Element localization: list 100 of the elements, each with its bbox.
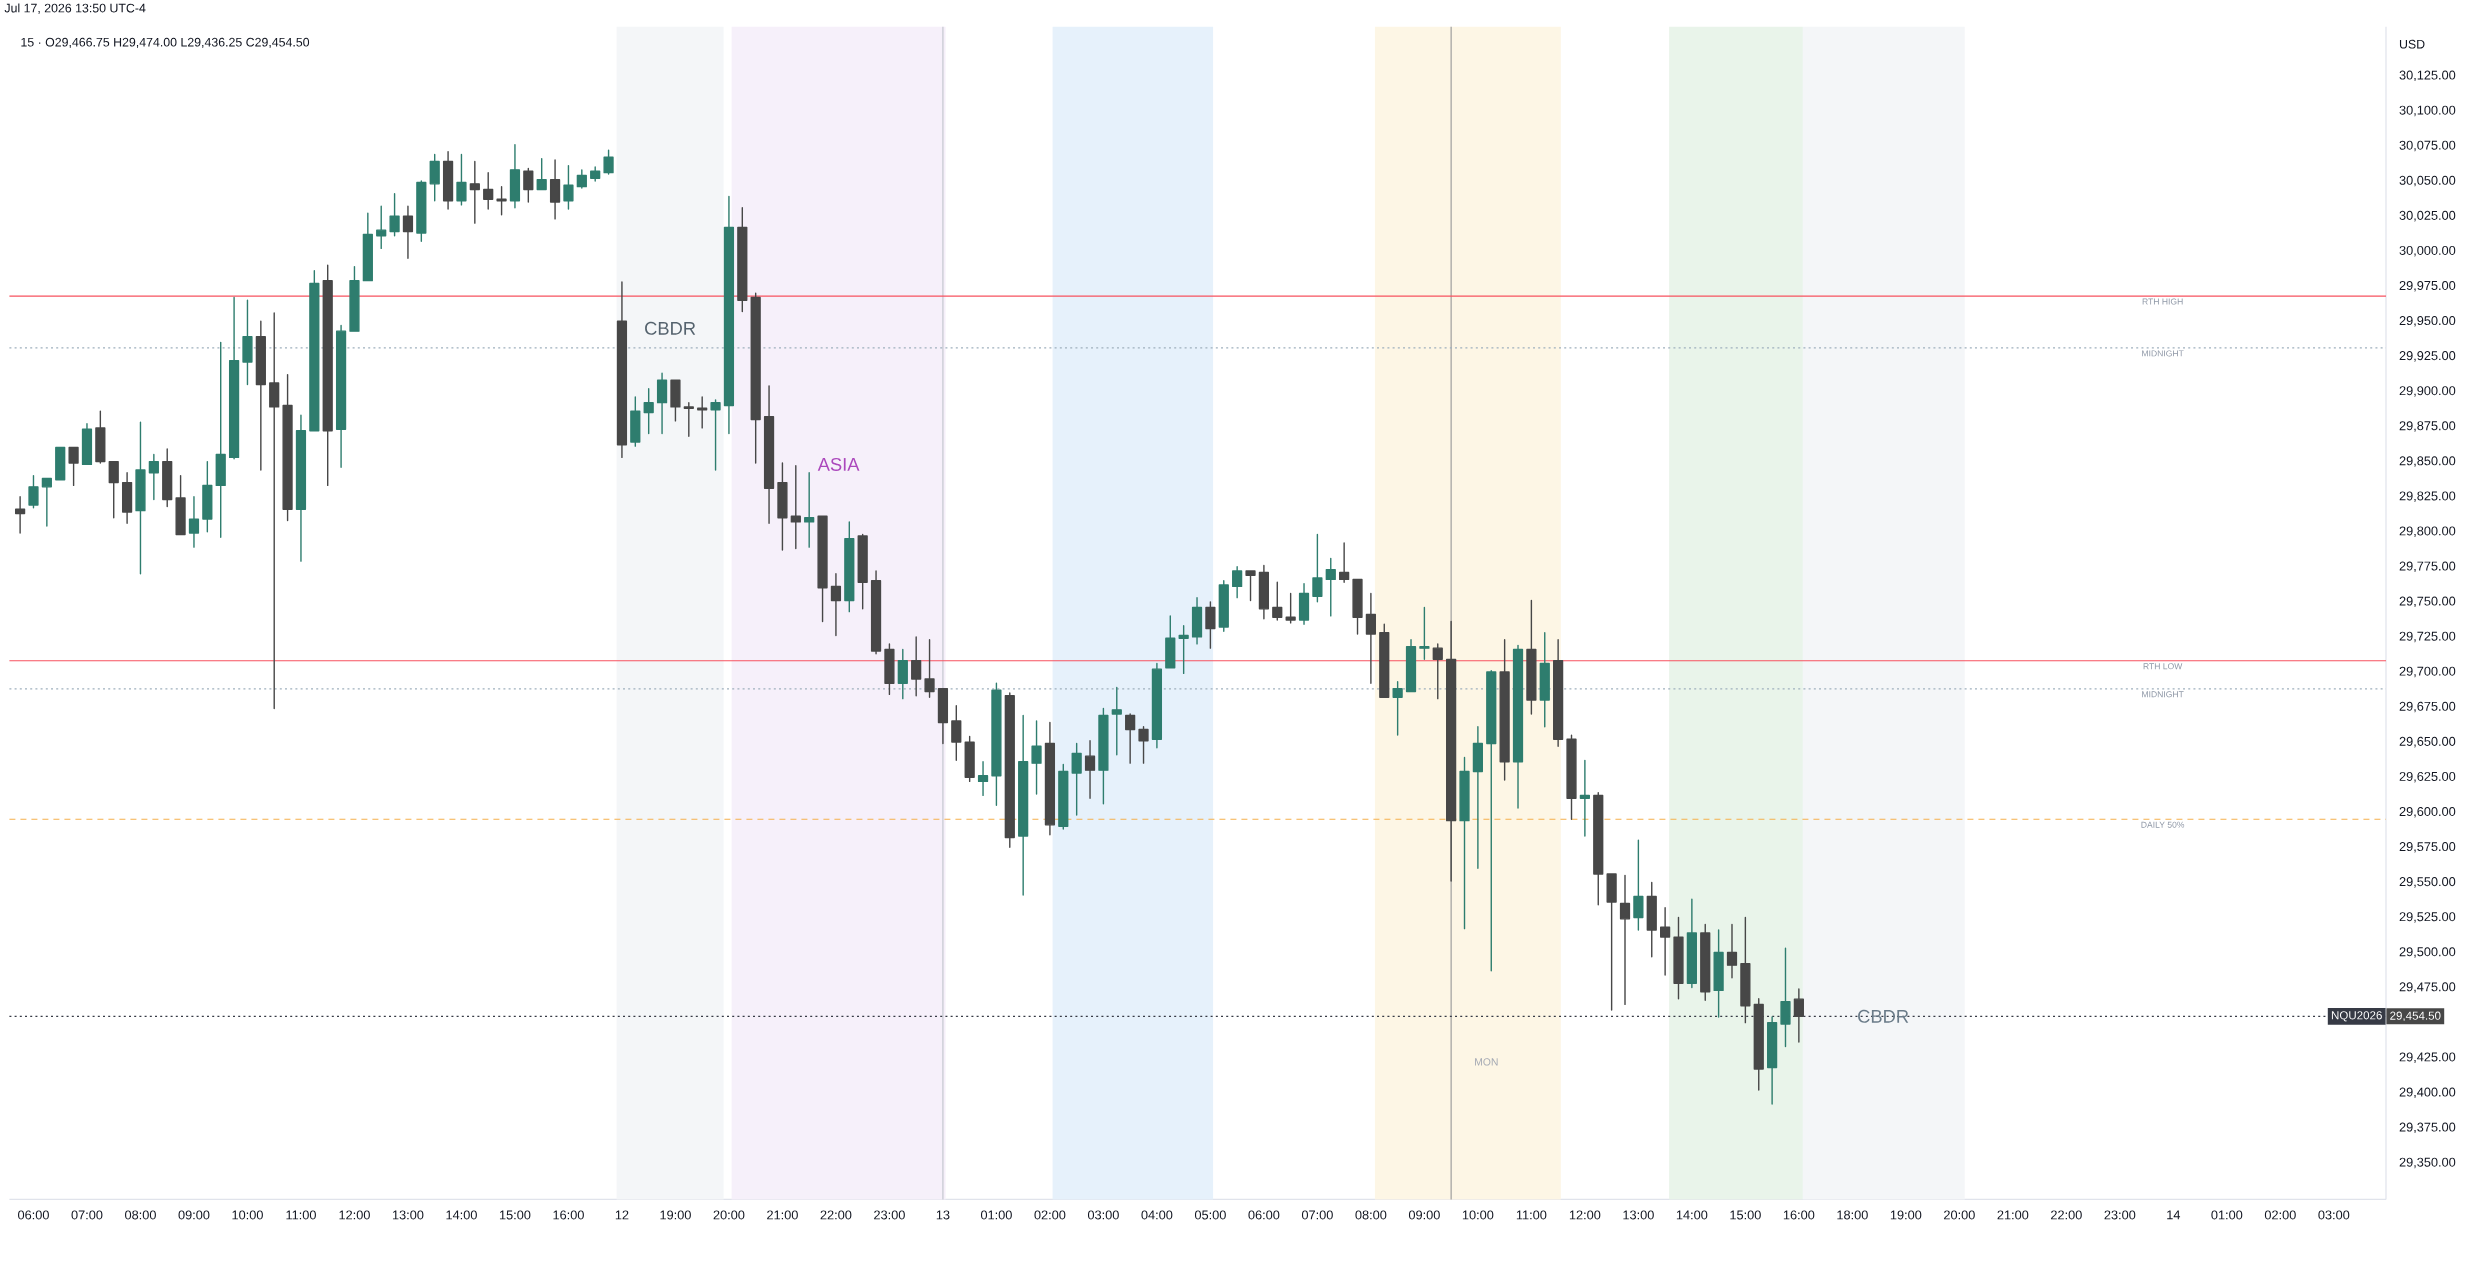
candlestick bbox=[844, 521, 855, 613]
text: 29,454.50 bbox=[2390, 1011, 2441, 1022]
candlestick bbox=[68, 446, 79, 487]
candlestick bbox=[576, 169, 587, 189]
candlestick bbox=[536, 157, 547, 191]
candlestick bbox=[1660, 906, 1671, 976]
candlestick bbox=[1098, 707, 1109, 805]
candlestick bbox=[309, 270, 320, 432]
candlestick bbox=[81, 423, 93, 466]
candlestick bbox=[1044, 721, 1056, 836]
candlestick bbox=[763, 385, 775, 524]
y-tick-label: 29,375.00 bbox=[2399, 1122, 2456, 1134]
candlestick bbox=[469, 160, 480, 224]
candlestick bbox=[1539, 632, 1550, 728]
x-tick-label: 05:00 bbox=[1194, 1210, 1226, 1220]
x-tick-label: 03:00 bbox=[2318, 1210, 2350, 1220]
x-tick-label: 02:00 bbox=[1034, 1210, 1066, 1220]
x-tick-label: 08:00 bbox=[1355, 1210, 1387, 1220]
x-tick-label: 09:00 bbox=[1408, 1210, 1440, 1220]
x-tick-label: 20:00 bbox=[1944, 1210, 1975, 1220]
y-tick-label: 30,075.00 bbox=[2399, 140, 2456, 152]
candlestick bbox=[95, 410, 106, 464]
candlestick bbox=[1740, 916, 1751, 1024]
candlestick bbox=[643, 387, 654, 435]
candlestick bbox=[1352, 578, 1363, 635]
ref-line-label: NQU2026 bbox=[2331, 1011, 2382, 1022]
x-tick-label: 06:00 bbox=[18, 1210, 49, 1220]
x-tick-label: 23:00 bbox=[874, 1210, 905, 1220]
candlestick bbox=[1686, 898, 1697, 989]
candlestick bbox=[1058, 763, 1069, 830]
candlestick bbox=[242, 299, 253, 386]
annotation: CBDR bbox=[645, 321, 696, 335]
candlestick bbox=[1767, 1016, 1778, 1105]
text: Jul 17, 2026 13:50 UTC-4 bbox=[4, 3, 146, 14]
candlestick bbox=[777, 462, 788, 551]
candlestick bbox=[1713, 929, 1724, 1018]
candlestick bbox=[1646, 881, 1657, 958]
candlestick bbox=[870, 570, 882, 655]
candlestick bbox=[121, 472, 133, 524]
y-tick-label: 29,700.00 bbox=[2399, 666, 2456, 678]
x-tick-label: 02:00 bbox=[2264, 1210, 2296, 1220]
candlestick bbox=[1004, 692, 1015, 849]
candlestick bbox=[1379, 623, 1390, 698]
candlestick bbox=[1673, 916, 1684, 1000]
candlestick bbox=[1084, 740, 1096, 799]
y-tick-label: 29,400.00 bbox=[2399, 1087, 2456, 1099]
y-tick-label: 29,675.00 bbox=[2399, 701, 2456, 713]
x-tick-label: 01:00 bbox=[2211, 1210, 2243, 1220]
candlestick bbox=[1405, 639, 1417, 693]
x-tick-label: 23:00 bbox=[2104, 1210, 2136, 1220]
candlestick bbox=[1593, 791, 1604, 906]
candlestick bbox=[937, 688, 949, 745]
x-tick-label: 14 bbox=[2167, 1210, 2181, 1220]
candlestick bbox=[1486, 669, 1497, 972]
candlestick bbox=[1165, 615, 1176, 669]
candlestick bbox=[188, 495, 200, 548]
y-tick-label: 29,975.00 bbox=[2399, 280, 2456, 292]
text: 15 · O29,466.75 H29,474.00 L29,436.25 C29,454.50 bbox=[21, 37, 310, 49]
candlestick bbox=[1312, 533, 1323, 603]
candlestick bbox=[1125, 713, 1136, 764]
candlestick bbox=[429, 153, 440, 202]
x-tick-label: 07:00 bbox=[1301, 1210, 1333, 1220]
candlestick bbox=[1071, 742, 1082, 816]
candlestick bbox=[1753, 998, 1764, 1091]
y-tick-label: 29,775.00 bbox=[2399, 561, 2456, 573]
x-tick-label: 13 bbox=[936, 1210, 950, 1220]
x-tick-label: 18:00 bbox=[1837, 1210, 1868, 1220]
candlestick bbox=[509, 143, 521, 209]
y-tick-label: 29,800.00 bbox=[2399, 526, 2456, 537]
candlestick bbox=[349, 265, 360, 332]
y-tick-label: 29,875.00 bbox=[2399, 421, 2456, 432]
candlestick bbox=[630, 396, 641, 447]
candlestick bbox=[563, 164, 574, 210]
y-tick-label: 29,625.00 bbox=[2399, 771, 2456, 783]
x-tick-label: 12 bbox=[615, 1210, 629, 1220]
y-tick-label: 30,050.00 bbox=[2399, 175, 2456, 187]
candlestick bbox=[1245, 570, 1256, 602]
ref-line-label: RTH HIGH bbox=[2142, 298, 2183, 305]
candlestick bbox=[1579, 759, 1590, 837]
candlestick bbox=[28, 474, 39, 509]
candlestick bbox=[1793, 988, 1804, 1043]
candlestick bbox=[683, 401, 694, 438]
candlestick bbox=[924, 639, 935, 698]
x-tick-label: 07:00 bbox=[71, 1210, 103, 1220]
candlestick bbox=[911, 636, 922, 697]
candlestick bbox=[884, 643, 895, 696]
candlestick bbox=[389, 192, 400, 237]
x-tick-label: 14:00 bbox=[1676, 1210, 1708, 1220]
candlestick bbox=[1700, 923, 1711, 1001]
candlestick bbox=[1553, 639, 1564, 748]
x-tick-label: 10:00 bbox=[1462, 1210, 1494, 1220]
y-tick-label: 29,350.00 bbox=[2399, 1157, 2456, 1169]
candlestick bbox=[1031, 720, 1042, 795]
ref-line-label: DAILY 50% bbox=[2141, 821, 2185, 828]
candlestick bbox=[991, 682, 1002, 806]
candlestick bbox=[1138, 725, 1149, 764]
candlestick bbox=[603, 149, 614, 175]
candlestick bbox=[175, 474, 186, 536]
y-tick-label: 30,125.00 bbox=[2399, 70, 2456, 82]
candlestick bbox=[295, 414, 307, 562]
